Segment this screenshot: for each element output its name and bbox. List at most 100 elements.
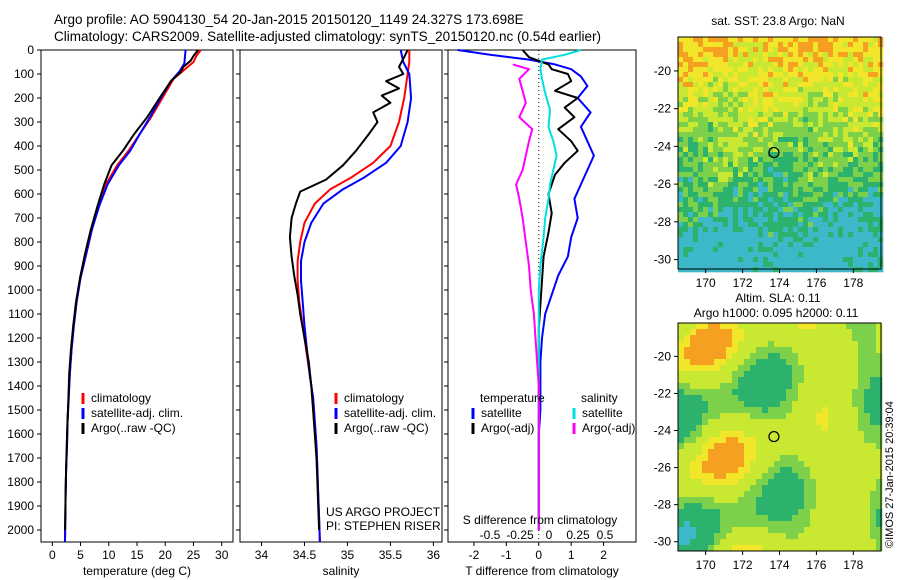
map-cell [732,407,739,414]
map-cell [868,157,874,163]
map-cell [876,527,883,534]
map-cell [833,42,839,48]
temperature-plot-frame [40,49,234,543]
map-cell [783,267,789,273]
map-cell [738,371,745,378]
map-cell [774,323,781,330]
map-cell [702,503,709,510]
map-cell [703,257,709,263]
map-cell [798,57,804,63]
map-cell [864,461,871,468]
map-cell [688,257,694,263]
map-cell [690,485,697,492]
map-cell [702,485,709,492]
map-cell [818,197,824,203]
temperature-series-argo-raw-qc- [64,49,199,531]
map-xtick-label: 172 [733,558,753,572]
map-cell [853,112,859,118]
map-cell [768,237,774,243]
map-cell [678,419,685,426]
difference-plot-frame [447,49,637,543]
map-cell [876,521,883,528]
diff-xtick-top-label: 0.5 [597,528,614,542]
map-cell [868,132,874,138]
map-cell [778,197,784,203]
map-cell [763,267,769,273]
map-cell [848,257,854,263]
map-ytick-label: -28 [654,498,672,512]
map-cell [823,247,829,253]
map-cell [780,419,787,426]
map-cell [708,359,715,366]
map-cell [803,67,809,73]
map-cell [718,37,724,43]
map-cell [838,157,844,163]
map-cell [864,533,871,540]
map-cell [792,539,799,546]
map-cell [732,419,739,426]
map-cell [813,257,819,263]
map-cell [868,167,874,173]
map-cell [848,232,854,238]
map-cell [720,353,727,360]
map-cell [703,152,709,158]
map-cell [813,52,819,58]
map-cell [810,413,817,420]
map-cell [698,142,704,148]
map-cell [678,77,684,83]
map-cell [756,323,763,330]
map-cell [723,202,729,208]
map-cell [828,407,835,414]
map-cell [684,413,691,420]
map-cell [834,497,841,504]
map-cell [804,455,811,462]
map-cell [868,267,874,273]
map-cell [768,395,775,402]
map-cell [803,232,809,238]
map-cell [768,207,774,213]
header-line-1: Argo profile: AO 5904130_54 20-Jan-2015 … [54,12,524,27]
map-cell [693,42,699,48]
map-cell [788,262,794,268]
map-cell [768,262,774,268]
map-cell [858,407,865,414]
map-cell [783,242,789,248]
map-cell [798,107,804,113]
map-cell [698,112,704,118]
map-cell [818,222,824,228]
map-cell [768,407,775,414]
map-cell [703,47,709,53]
map-cell [778,77,784,83]
map-cell [773,237,779,243]
map-cell [750,359,757,366]
map-cell [816,491,823,498]
map-cell [840,395,847,402]
map-cell [813,192,819,198]
map-cell [743,202,749,208]
map-cell [868,77,874,83]
map-cell [788,182,794,188]
map-cell [788,222,794,228]
map-cell [843,227,849,233]
map-cell [708,162,714,168]
map-cell [713,42,719,48]
map-cell [748,257,754,263]
map-cell [768,509,775,516]
map-cell [756,365,763,372]
map-cell [693,257,699,263]
map-cell [810,521,817,528]
map-cell [828,262,834,268]
map-cell [858,242,864,248]
map-cell [873,87,879,93]
map-cell [783,92,789,98]
map-cell [838,132,844,138]
map-cell [816,353,823,360]
map-cell [758,42,764,48]
map-cell [696,365,703,372]
map-cell [783,217,789,223]
map-cell [768,347,775,354]
map-cell [828,92,834,98]
map-cell [792,365,799,372]
map-cell [693,237,699,243]
map-cell [738,52,744,58]
